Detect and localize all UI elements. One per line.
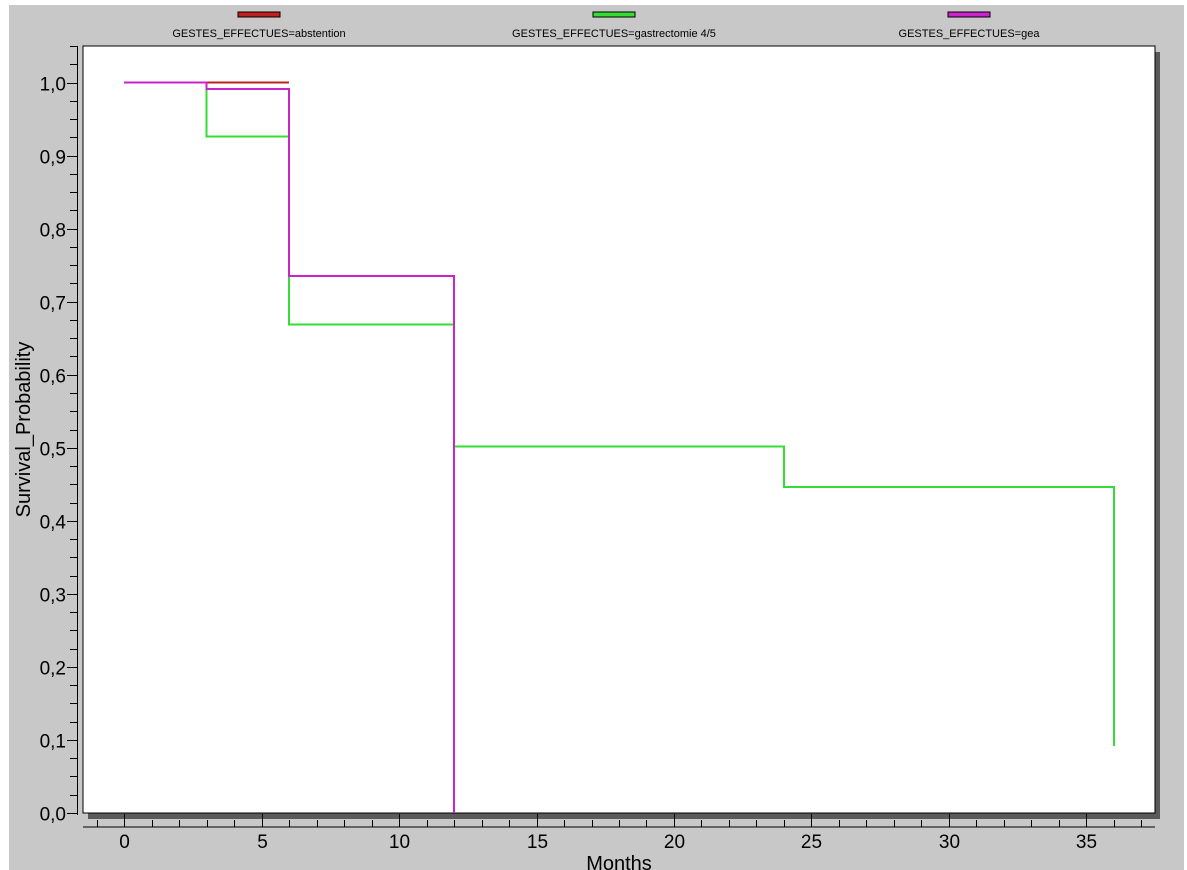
plot-area xyxy=(82,45,1156,814)
x-tick-label: 35 xyxy=(1076,832,1097,853)
y-tick-label: 0,0 xyxy=(40,805,66,826)
x-tick-label: 5 xyxy=(257,832,268,853)
y-tick-label: 0,6 xyxy=(40,367,66,388)
x-tick-label: 20 xyxy=(664,832,685,853)
legend-swatch-2 xyxy=(592,11,636,18)
series-line-3 xyxy=(124,81,456,813)
y-tick-label: 0,3 xyxy=(40,586,66,607)
axis-titles: Months Survival_Probability xyxy=(13,342,652,870)
y-tick-label: 0,4 xyxy=(40,513,67,534)
y-tick-label: 1,0 xyxy=(40,75,66,96)
x-tick-label: 0 xyxy=(119,832,130,853)
y-tick-label: 0,2 xyxy=(40,659,66,680)
y-tick-label: 0,5 xyxy=(40,440,66,461)
legend-label-2: GESTES_EFFECTUES=gastrectomie 4/5 xyxy=(512,28,716,40)
x-tick-label: 30 xyxy=(939,832,960,853)
x-axis-title: Months xyxy=(586,853,652,870)
axes: 0 5 10 15 20 25 30 35 0,0 0,1 0,2 0,3 0,4 0,5 0,6 0,7 0,… xyxy=(40,46,1155,853)
y-axis-title: Survival_Probability xyxy=(13,342,35,518)
series-lines xyxy=(124,81,1115,813)
y-tick-label: 0,1 xyxy=(40,732,66,753)
x-tick-label: 15 xyxy=(527,832,548,853)
legend-label-1: GESTES_EFFECTUES=abstention xyxy=(172,28,345,40)
y-tick-label: 0,8 xyxy=(40,221,66,242)
legend-swatch-3 xyxy=(947,11,991,18)
legend-label-3: GESTES_EFFECTUES=gea xyxy=(899,28,1041,40)
y-tick-label: 0,9 xyxy=(40,148,66,169)
legend-swatch-1 xyxy=(237,11,281,18)
legend: GESTES_EFFECTUES=abstention GESTES_EFFECT… xyxy=(172,11,1041,40)
x-tick-label: 25 xyxy=(801,832,822,853)
x-tick-label: 10 xyxy=(389,832,410,853)
y-tick-label: 0,7 xyxy=(40,294,66,315)
